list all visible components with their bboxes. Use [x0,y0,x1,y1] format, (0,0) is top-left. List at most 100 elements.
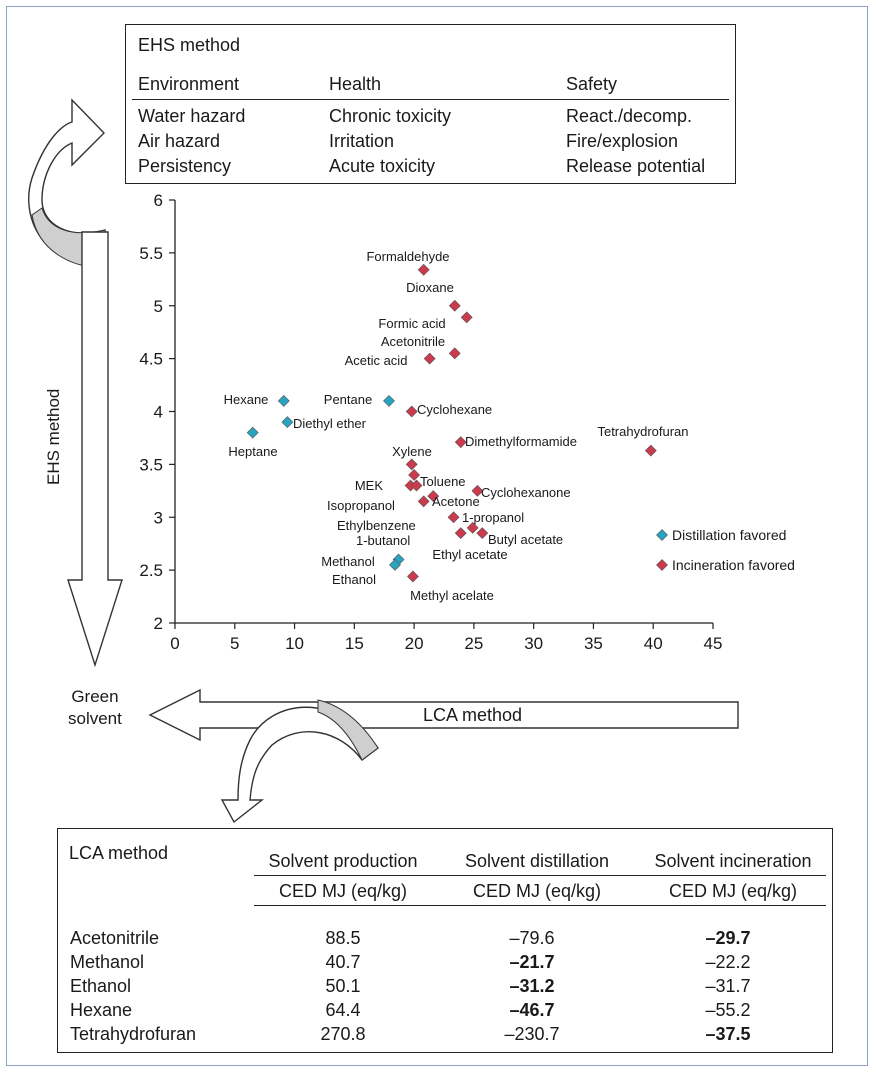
curved-arrow-bottom-shade [317,699,379,761]
point-label: Ethylbenzene [337,518,416,533]
y-tick-label: 5 [154,297,163,316]
point-label: Pentane [324,392,372,407]
lca-method-table: LCA method Solvent production Solvent di… [57,828,833,1053]
row-solvent-name: Acetonitrile [70,928,160,948]
point-label: Toluene [420,474,466,489]
ehs-item: Irritation [329,131,395,151]
green-solvent-label: Green solvent [68,687,122,728]
lca-table-title: LCA method [69,843,169,863]
point-label: Ethanol [332,572,376,587]
ehs-item: Acute toxicity [329,156,436,176]
table-row: Acetonitrile 88.5 –79.6 –29.7 [58,928,832,952]
table-row: Tetrahydrofuran 270.8 –230.7 –37.5 [58,1024,832,1048]
data-point [417,495,430,508]
data-point [246,426,259,439]
point-label: Methyl acelate [410,588,494,603]
ehs-column-environment: Water hazard Air hazard Persistency [138,104,245,179]
row-solvent-name: Methanol [70,952,145,972]
data-point [448,347,461,360]
cell-production: 64.4 [325,1000,361,1020]
ehs-method-table: EHS method Environment Health Safety Wat… [125,24,736,184]
ehs-table-title: EHS method [138,35,241,55]
lca-rule-bottom [254,905,826,906]
point-label: Acetonitrile [381,334,445,349]
point-label: Acetic acid [345,353,408,368]
point-label: Cyclohexane [417,402,492,417]
lca-unit-incineration: CED MJ (eq/kg) [668,881,798,901]
y-tick-label: 2 [154,614,163,633]
point-label: Dimethylformamide [465,434,577,449]
x-tick-label: 10 [285,634,304,653]
ehs-item: Air hazard [138,131,221,151]
ehs-item: Chronic toxicity [329,106,452,126]
cell-distillation: –21.7 [509,952,555,972]
data-point [383,395,395,407]
ehs-header-health: Health [329,74,382,94]
point-label: Hexane [224,392,269,407]
point-label: Diethyl ether [293,416,367,431]
data-point [460,311,473,324]
point-label: Cyclohexanone [481,485,571,500]
ehs-item: Fire/explosion [566,131,679,151]
legend-label: Distillation favored [672,527,786,543]
cell-production: 40.7 [325,952,361,972]
data-point [644,444,657,457]
table-row: Hexane 64.4 –46.7 –55.2 [58,1000,832,1024]
lca-method-arrow-label: LCA method [423,705,523,725]
cell-incineration: –29.7 [705,928,751,948]
y-tick-label: 6 [154,191,163,210]
point-label: Heptane [228,444,277,459]
legend-marker [656,529,668,541]
y-tick-label: 3 [154,508,163,527]
point-label: Formaldehyde [366,249,449,264]
lca-header-distillation: Solvent distillation [464,851,610,871]
data-point [471,484,484,497]
point-label: Xylene [392,444,432,459]
ehs-item: React./decomp. [566,106,693,126]
row-solvent-name: Ethanol [70,976,132,996]
x-tick-label: 25 [464,634,483,653]
cell-incineration: –22.2 [705,952,751,972]
data-point [417,263,430,276]
data-point [408,469,421,481]
cell-incineration: –37.5 [705,1024,751,1044]
lca-header-incineration: Solvent incineration [654,851,812,871]
point-label: Methanol [321,554,375,569]
data-point [427,490,440,503]
x-tick-label: 40 [644,634,663,653]
cell-distillation: –230.7 [504,1024,560,1044]
x-tick-label: 45 [704,634,723,653]
data-point [423,352,436,365]
y-tick-label: 3.5 [139,455,163,474]
x-tick-label: 20 [405,634,424,653]
point-label: Acetone [432,494,480,509]
lca-header-production: Solvent production [268,851,418,871]
point-label: Butyl acetate [488,532,563,547]
cell-incineration: –55.2 [705,1000,751,1020]
data-point [454,527,467,540]
data-point [281,416,294,428]
ehs-item: Release potential [566,156,706,176]
ehs-column-health: Chronic toxicity Irritation Acute toxici… [329,104,451,179]
curved-arrow-bottom [220,706,379,824]
table-row: Ethanol 50.1 –31.2 –31.7 [58,976,832,1000]
lca-unit-production: CED MJ (eq/kg) [278,881,408,901]
point-label: MEK [355,478,384,493]
row-solvent-name: Tetrahydrofuran [70,1024,197,1044]
y-tick-label: 5.5 [139,244,163,263]
legend-label: Incineration favored [672,557,795,573]
data-point [389,558,401,571]
data-point [454,436,467,449]
table-row: Methanol 40.7 –21.7 –22.2 [58,952,832,976]
data-point [405,405,418,418]
data-point [406,570,419,583]
x-tick-label: 35 [584,634,603,653]
point-label: Isopropanol [327,498,395,513]
data-point [277,395,290,407]
cell-distillation: –79.6 [509,928,555,948]
cell-production: 88.5 [325,928,361,948]
x-tick-label: 15 [345,634,364,653]
ehs-divider [132,99,729,100]
